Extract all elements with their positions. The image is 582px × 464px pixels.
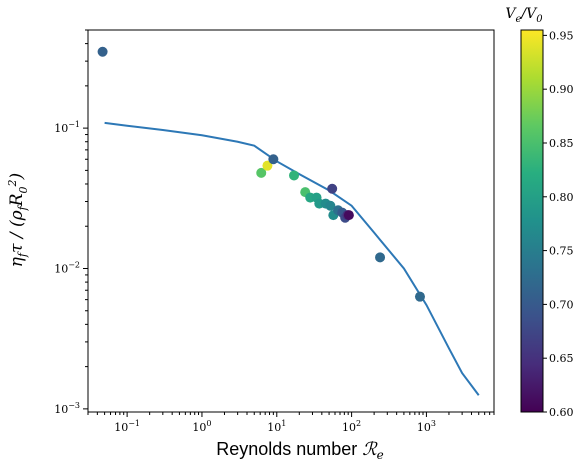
plot-frame bbox=[87, 29, 495, 413]
plot-area: 10−1 100 101 102 103 10−3 10−2 10−1 bbox=[54, 29, 495, 434]
colorbar-title: Ve/V0 bbox=[505, 6, 543, 25]
colorbar-gradient bbox=[520, 29, 544, 413]
colorbar-tick-label: 0.65 bbox=[549, 352, 574, 365]
y-axis-label: ηfτ / (ρfR02) bbox=[6, 173, 30, 267]
data-point bbox=[375, 252, 386, 263]
colorbar-tick-label: 0.90 bbox=[549, 83, 574, 96]
colorbar-tick-label: 0.85 bbox=[549, 137, 574, 150]
x-tick-label: 103 bbox=[417, 419, 436, 434]
data-point bbox=[268, 154, 279, 165]
model-curve bbox=[104, 121, 480, 396]
y-tick-label: 10−1 bbox=[54, 120, 80, 135]
colorbar-tick-label: 0.60 bbox=[549, 406, 574, 419]
colorbar-tick-label: 0.70 bbox=[549, 298, 574, 311]
x-tick-label: 102 bbox=[342, 419, 361, 434]
y-tick-label: 10−2 bbox=[54, 260, 80, 275]
y-axis-ticks: 10−3 10−2 10−1 bbox=[54, 29, 88, 416]
data-point bbox=[289, 170, 300, 181]
colorbar: 0.60 0.65 0.70 0.75 0.80 0.85 0.90 0.95 Ve/V0 bbox=[505, 6, 573, 419]
data-point bbox=[327, 183, 338, 194]
data-point bbox=[262, 160, 273, 171]
y-tick-label: 10−3 bbox=[54, 401, 80, 416]
colorbar-tick-label: 0.75 bbox=[549, 245, 574, 258]
data-point bbox=[414, 291, 425, 302]
x-tick-label: 10−1 bbox=[114, 419, 140, 434]
colorbar-tick-label: 0.80 bbox=[549, 191, 574, 204]
x-axis-label: Reynolds number ℛe bbox=[216, 439, 384, 462]
x-tick-label: 100 bbox=[192, 419, 211, 434]
data-point bbox=[97, 46, 108, 57]
x-axis-ticks: 10−1 100 101 102 103 bbox=[87, 412, 495, 434]
colorbar-ticks: 0.60 0.65 0.70 0.75 0.80 0.85 0.90 0.95 bbox=[543, 29, 574, 419]
data-point bbox=[325, 200, 336, 211]
data-point bbox=[256, 167, 267, 178]
x-tick-label: 101 bbox=[267, 419, 286, 434]
colorbar-tick-label: 0.95 bbox=[549, 29, 574, 42]
scatter-points bbox=[97, 46, 425, 302]
data-point bbox=[343, 210, 354, 221]
